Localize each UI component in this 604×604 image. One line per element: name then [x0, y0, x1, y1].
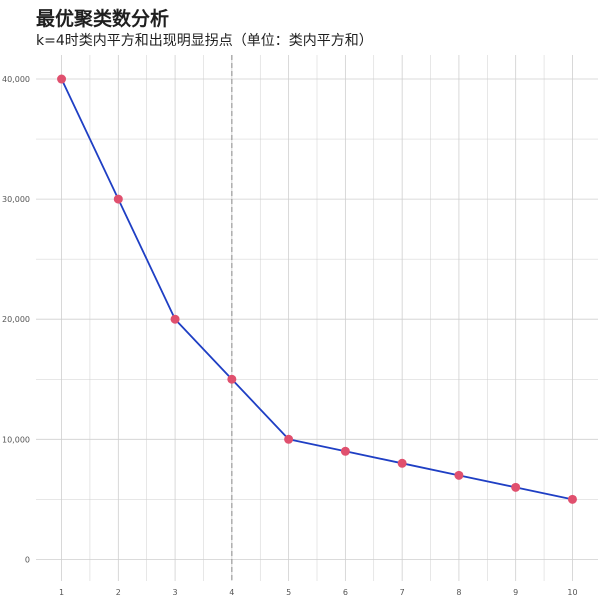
y-tick-label: 0: [25, 555, 30, 564]
data-point: [340, 446, 350, 456]
x-tick-label: 8: [456, 588, 461, 597]
x-tick-label: 6: [343, 588, 348, 597]
chart-subtitle: k=4时类内平方和出现明显拐点（单位：类内平方和）: [36, 33, 373, 49]
y-tick-label: 40,000: [2, 75, 30, 84]
x-tick-label: 5: [286, 588, 291, 597]
x-tick-label: 9: [513, 588, 518, 597]
data-point: [57, 74, 67, 84]
x-tick-label: 10: [567, 588, 577, 597]
y-tick-label: 10,000: [2, 435, 30, 444]
y-tick-label: 30,000: [2, 195, 30, 204]
axis-label-layer: 0 10,000 20,000 30,000 40,000 1 2 3 4 5 6 7 8 9 10: [2, 75, 578, 597]
data-point: [170, 314, 180, 324]
data-point: [397, 458, 407, 468]
y-tick-label: 20,000: [2, 315, 30, 324]
x-tick-label: 3: [173, 588, 178, 597]
x-tick-label: 2: [116, 588, 121, 597]
grid-layer: [36, 55, 598, 581]
data-point: [227, 374, 237, 384]
series-line: [60, 78, 573, 501]
data-point: [284, 434, 294, 444]
x-tick-label: 4: [229, 588, 234, 597]
data-point: [511, 482, 521, 492]
x-tick-label: 1: [59, 588, 64, 597]
chart-title: 最优聚类数分析: [36, 8, 170, 30]
data-point: [113, 194, 123, 204]
series-layer: [60, 78, 573, 501]
data-point: [454, 470, 464, 480]
marker-layer: [57, 74, 577, 504]
data-point: [567, 494, 577, 504]
x-tick-label: 7: [400, 588, 405, 597]
